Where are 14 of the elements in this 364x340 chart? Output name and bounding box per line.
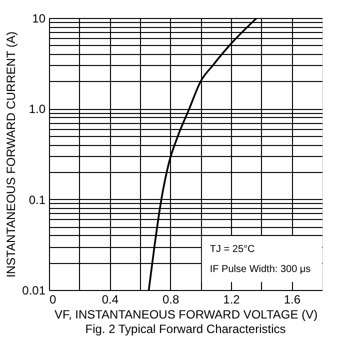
y-tick-label: 10 bbox=[32, 12, 46, 26]
y-tick-label: 1.0 bbox=[28, 102, 46, 116]
x-tick-label: 1.6 bbox=[284, 292, 301, 306]
y-tick-label: 0.1 bbox=[28, 192, 46, 207]
x-tick-label: 0.4 bbox=[102, 292, 119, 306]
x-axis-title: VF, INSTANTANEOUS FORWARD VOLTAGE (V) bbox=[54, 308, 318, 322]
x-tick-label: 0 bbox=[50, 292, 56, 306]
y-axis-title: INSTANTANEOUS FORWARD CURRENT (A) bbox=[4, 31, 18, 278]
x-tick-label: 1.2 bbox=[223, 292, 240, 306]
y-tick-label: 0.01 bbox=[22, 284, 46, 298]
annotation: TJ = 25°C bbox=[210, 244, 255, 255]
text: Fig. 2 Typical Forward Characteristics bbox=[85, 322, 286, 336]
annotation: IF Pulse Width: 300 μs bbox=[210, 264, 311, 275]
x-tick-label: 0.8 bbox=[162, 292, 180, 306]
